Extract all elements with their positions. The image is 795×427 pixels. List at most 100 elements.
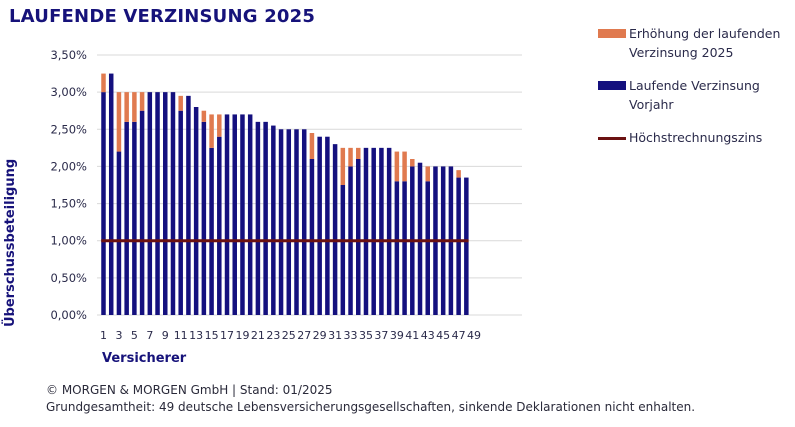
bars: [101, 73, 469, 316]
bar-previous-year: [379, 147, 384, 315]
bar-previous-year: [108, 73, 114, 315]
bar-increase-2025: [116, 92, 122, 152]
x-tick-label: 17: [220, 329, 234, 342]
bar-increase-2025: [132, 92, 137, 122]
y-tick-label: 0,50%: [50, 271, 87, 285]
bar-previous-year: [101, 92, 106, 316]
y-tick-label: 0,00%: [50, 308, 87, 322]
x-tick-label: 49: [467, 329, 481, 342]
x-tick-label: 43: [421, 329, 435, 342]
legend-label-increase: Erhöhung der laufenden Verzinsung 2025: [629, 26, 781, 60]
legend-swatch-previous-year: [598, 81, 626, 90]
bar-previous-year: [247, 114, 253, 315]
x-tick-label: 27: [297, 329, 311, 342]
bar-previous-year: [425, 181, 430, 315]
y-tick-label: 2,50%: [50, 122, 87, 136]
bar-previous-year: [340, 185, 346, 315]
bar-previous-year: [178, 110, 183, 315]
bar-previous-year: [209, 147, 214, 315]
bar-previous-year: [240, 114, 245, 315]
x-tick-label: 39: [390, 329, 404, 342]
x-tick-label: 35: [359, 329, 373, 342]
bar-increase-2025: [217, 114, 222, 137]
bar-previous-year: [278, 129, 284, 315]
bar-previous-year: [132, 121, 137, 315]
y-tick-label: 2,00%: [50, 159, 87, 173]
bar-previous-year: [294, 129, 299, 315]
bar-previous-year: [224, 114, 230, 315]
x-tick-label: 11: [174, 329, 188, 342]
y-tick-label: 1,50%: [50, 197, 87, 211]
x-tick-label: 1: [100, 329, 107, 342]
y-tick-label: 3,00%: [50, 85, 87, 99]
copyright-note: © MORGEN & MORGEN GmbH | Stand: 01/2025: [46, 383, 333, 397]
x-tick-label: 23: [266, 329, 280, 342]
bar-previous-year: [332, 144, 338, 315]
x-tick-label: 25: [282, 329, 296, 342]
bar-increase-2025: [456, 170, 461, 178]
bar-increase-2025: [101, 73, 106, 93]
bar-increase-2025: [209, 114, 214, 148]
bar-increase-2025: [124, 92, 129, 122]
x-tick-label: 41: [405, 329, 419, 342]
bar-increase-2025: [201, 110, 207, 122]
bar-previous-year: [271, 125, 276, 315]
bar-previous-year: [464, 177, 469, 315]
bar-increase-2025: [394, 151, 400, 182]
bar-previous-year: [170, 92, 176, 316]
bar-increase-2025: [356, 147, 361, 159]
bar-previous-year: [232, 114, 237, 315]
bar-previous-year: [417, 162, 423, 315]
bar-previous-year: [301, 129, 307, 315]
bar-previous-year: [394, 181, 400, 315]
legend-swatch-max-rate: [598, 137, 626, 140]
footer: © MORGEN & MORGEN GmbH | Stand: 01/2025 …: [46, 382, 695, 416]
x-tick-label: 29: [313, 329, 327, 342]
bar-increase-2025: [410, 159, 415, 167]
y-axis-label: Überschussbeteiligung: [3, 158, 18, 327]
bar-previous-year: [263, 121, 268, 315]
x-tick-label: 3: [115, 329, 122, 342]
bar-previous-year: [155, 92, 160, 316]
x-tick-label: 45: [436, 329, 450, 342]
bar-increase-2025: [139, 92, 145, 111]
population-note: Grundgesamtheit: 49 deutsche Lebensversi…: [46, 400, 696, 414]
x-tick-label: 31: [328, 329, 342, 342]
bar-previous-year: [356, 159, 361, 315]
bar-increase-2025: [348, 147, 353, 167]
y-tick-label: 1,00%: [50, 234, 87, 248]
y-tick-label: 3,50%: [50, 48, 87, 62]
x-tick-label: 15: [205, 329, 219, 342]
bar-previous-year: [309, 159, 315, 315]
bar-previous-year: [363, 147, 369, 315]
bar-increase-2025: [425, 166, 430, 182]
bar-previous-year: [201, 121, 207, 315]
x-tick-label: 21: [251, 329, 265, 342]
legend-item-previous-year: Laufende Verzinsung Vorjahr: [598, 76, 793, 114]
x-tick-label: 33: [344, 329, 358, 342]
x-axis-ticks: 1 3 5 7 9 11 13 15 17 19 21 23 25 27 29 31 33 35 37 39 41 43 4…: [100, 329, 481, 342]
legend-label-max-rate: Höchstrechnungszins: [629, 130, 763, 145]
x-tick-label: 9: [162, 329, 169, 342]
x-tick-label: 47: [452, 329, 466, 342]
legend-swatch-increase: [598, 29, 626, 38]
bar-previous-year: [286, 129, 292, 315]
bar-previous-year: [217, 136, 222, 315]
chart-title: LAUFENDE VERZINSUNG 2025: [9, 6, 316, 27]
x-axis-label: Versicherer: [102, 351, 187, 366]
legend-label-previous-year: Laufende Verzinsung Vorjahr: [629, 78, 760, 112]
x-tick-label: 13: [189, 329, 203, 342]
bar-increase-2025: [340, 147, 346, 185]
legend: Erhöhung der laufenden Verzinsung 2025 L…: [598, 24, 793, 161]
x-tick-label: 37: [374, 329, 388, 342]
bar-previous-year: [163, 92, 168, 316]
bar-previous-year: [147, 92, 153, 316]
bar-previous-year: [386, 147, 392, 315]
bar-previous-year: [255, 121, 261, 315]
bar-previous-year: [116, 151, 122, 315]
bar-increase-2025: [402, 151, 407, 182]
bar-previous-year: [124, 121, 129, 315]
bar-previous-year: [402, 181, 407, 315]
bar-previous-year: [317, 136, 322, 315]
